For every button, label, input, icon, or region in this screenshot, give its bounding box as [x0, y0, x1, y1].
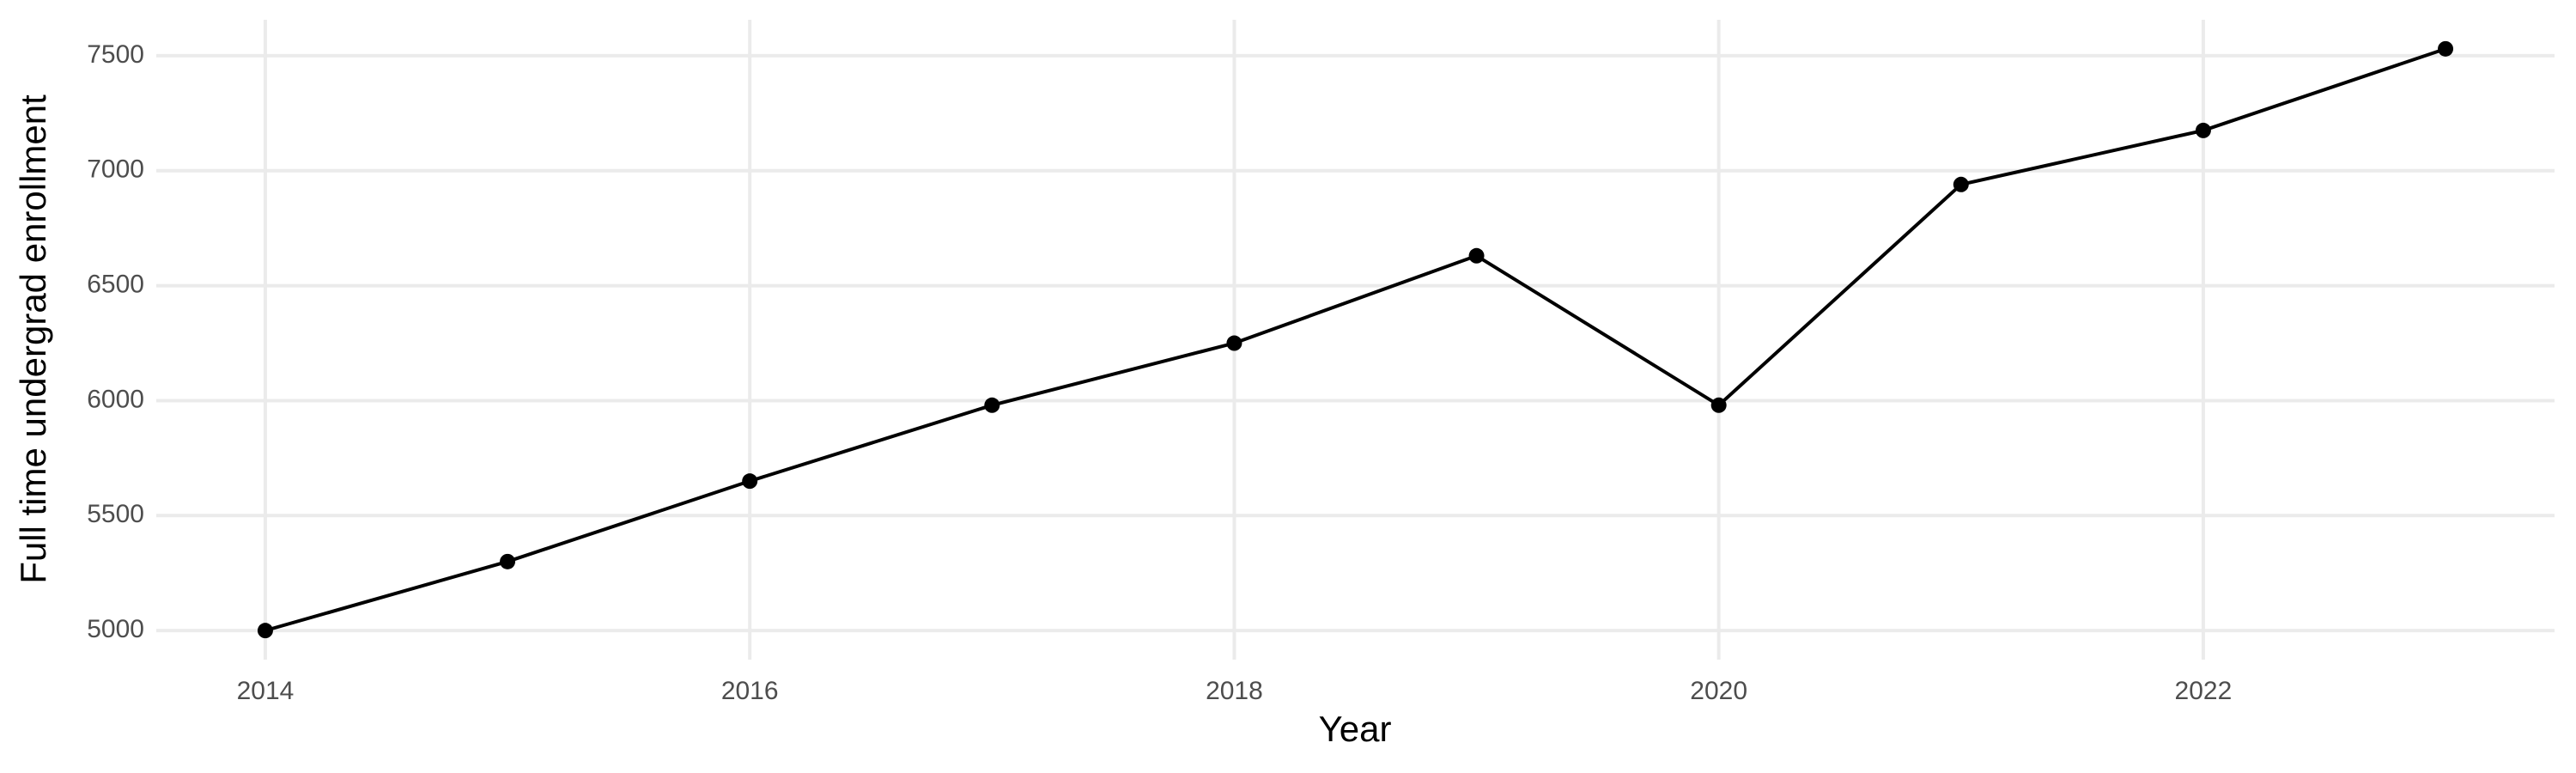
point	[257, 623, 273, 639]
line	[264, 46, 2446, 633]
y-tick-label: 7500	[87, 40, 144, 69]
x-tick-label: 2018	[1206, 677, 1263, 705]
x-tick-label: 2022	[2175, 677, 2233, 705]
point	[1468, 247, 1485, 264]
point	[984, 397, 1000, 413]
y-tick-label: 6500	[87, 271, 144, 299]
point	[742, 473, 758, 490]
point	[1710, 397, 1727, 413]
point	[500, 553, 516, 569]
point	[2438, 40, 2454, 57]
point	[1226, 335, 1242, 351]
x-tick-label: 2016	[721, 677, 779, 705]
y-tick-label: 5000	[87, 615, 144, 643]
y-tick-label: 7000	[87, 155, 144, 184]
y-axis-title: Full time undergrad enrollment	[13, 94, 53, 584]
y-tick-label: 5500	[87, 500, 144, 528]
x-tick-label: 2020	[1690, 677, 1747, 705]
point	[2195, 122, 2211, 138]
point	[1953, 176, 1969, 192]
x-tick-label: 2014	[237, 677, 295, 705]
y-tick-label: 6000	[87, 385, 144, 413]
x-axis-title: Year	[1319, 709, 1392, 749]
